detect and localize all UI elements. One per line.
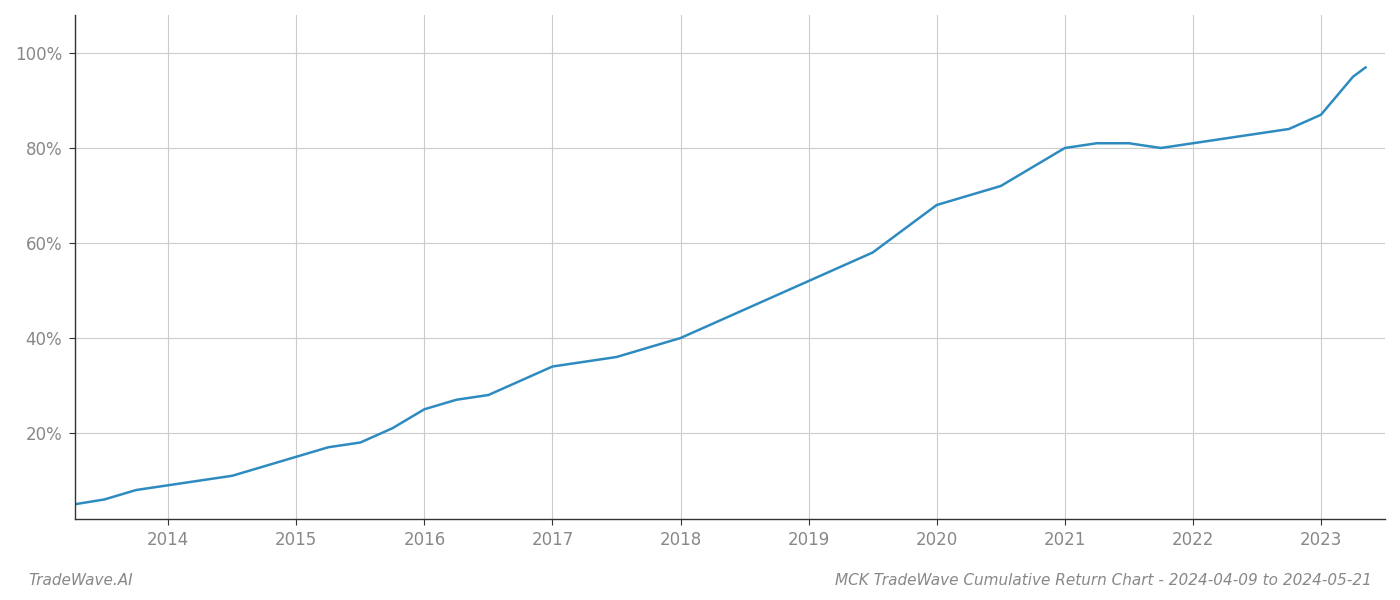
Text: TradeWave.AI: TradeWave.AI <box>28 573 133 588</box>
Text: MCK TradeWave Cumulative Return Chart - 2024-04-09 to 2024-05-21: MCK TradeWave Cumulative Return Chart - … <box>836 573 1372 588</box>
